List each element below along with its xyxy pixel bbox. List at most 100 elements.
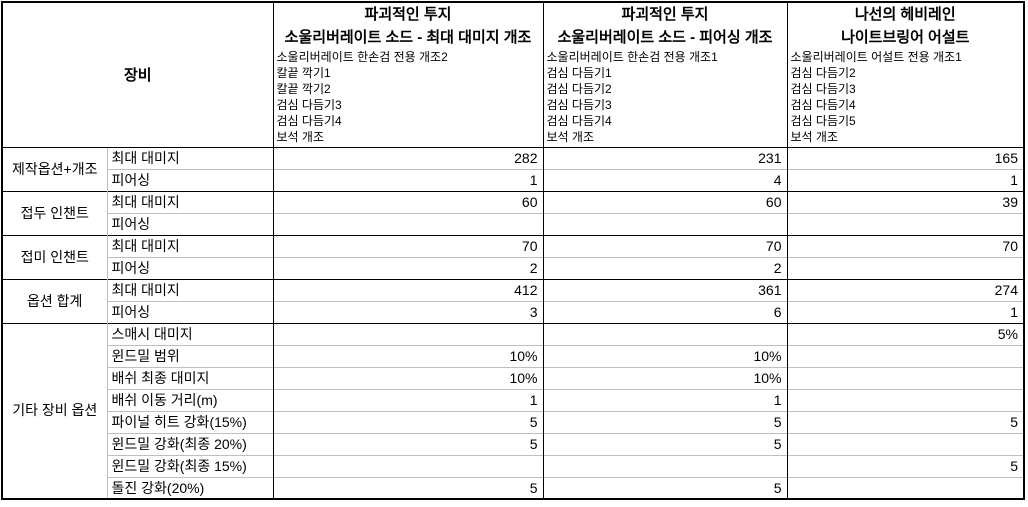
table-row: 제작옵션+개조 최대 대미지 282 231 165 — [2, 146, 1024, 191]
value-cell[interactable]: 2 — [272, 256, 543, 279]
column-1-mod-list: 소울리버레이트 한손검 전용 개조2 칼끝 깍기1 칼끝 깍기2 검심 다듬기3… — [274, 49, 543, 146]
row-label-cell[interactable]: 파이널 히트 강화(15%) — [106, 410, 273, 433]
row-label-cell[interactable]: 최대 대미지 — [106, 190, 273, 213]
row-label-cell[interactable]: 피어싱 — [106, 300, 273, 323]
value-cell[interactable]: 274 — [786, 278, 1024, 301]
value-cell[interactable]: 5 — [272, 476, 543, 499]
row-label-cell[interactable]: 최대 대미지 — [106, 278, 273, 301]
row-label-cell[interactable]: 피어싱 — [106, 256, 273, 279]
value-cell[interactable]: 4 — [542, 168, 787, 191]
value-cell[interactable]: 5 — [542, 432, 787, 455]
value-cell[interactable] — [786, 476, 1024, 499]
mod-entry: 소울리버레이트 한손검 전용 개조2 — [276, 50, 448, 64]
value-cell[interactable] — [542, 212, 787, 235]
row-label-cell[interactable]: 윈드밀 강화(최종 15%) — [106, 454, 273, 477]
table-row: 피어싱 3 6 1 — [2, 300, 1024, 323]
value-cell[interactable] — [542, 322, 787, 345]
column-header-3[interactable]: 나선의 헤비레인 나이트브링어 어설트 소울리버레이트 어설트 전용 개조1 검… — [786, 2, 1024, 147]
value-cell[interactable]: 5 — [272, 432, 543, 455]
row-label-cell[interactable]: 최대 대미지 — [106, 234, 273, 257]
value-cell[interactable]: 361 — [542, 278, 787, 301]
value-cell[interactable] — [272, 454, 543, 477]
group-label-cell[interactable]: 접미 인챈트 — [2, 234, 107, 279]
table-body: 제작옵션+개조 최대 대미지 282 231 165 피어싱 1 4 1 접두 인챈트 최대 대미지… — [2, 146, 1024, 499]
group-label-cell[interactable]: 제작옵션+개조 — [2, 146, 107, 191]
value-cell[interactable] — [272, 212, 543, 235]
table-row: 배쉬 이동 거리(m) 1 1 — [2, 388, 1024, 411]
value-cell[interactable]: 1 — [272, 168, 543, 191]
row-label-cell[interactable]: 피어싱 — [106, 168, 273, 191]
value-cell[interactable]: 6 — [542, 300, 787, 323]
table-row: 윈드밀 강화(최종 15%) 5 — [2, 454, 1024, 477]
value-cell[interactable]: 3 — [272, 300, 543, 323]
value-cell[interactable] — [786, 212, 1024, 235]
column-header-2[interactable]: 파괴적인 투지 소울리버레이트 소드 - 피어싱 개조 소울리버레이트 한손검 … — [542, 2, 787, 147]
value-cell[interactable]: 165 — [786, 146, 1024, 169]
value-cell[interactable] — [272, 322, 543, 345]
column-1-item-name: 소울리버레이트 소드 - 최대 대미지 개조 — [284, 29, 532, 46]
row-label-cell[interactable]: 최대 대미지 — [106, 146, 273, 169]
mod-entry: 검심 다듬기1 — [546, 66, 612, 81]
value-cell[interactable]: 1 — [786, 300, 1024, 323]
value-cell[interactable]: 10% — [542, 366, 787, 389]
value-cell[interactable]: 1 — [786, 168, 1024, 191]
row-label-cell[interactable]: 돌진 강화(20%) — [106, 476, 273, 499]
equipment-header-cell[interactable]: 장비 — [123, 67, 152, 85]
value-cell[interactable] — [786, 432, 1024, 455]
row-label-cell[interactable]: 윈드밀 범위 — [106, 344, 273, 367]
value-cell[interactable]: 70 — [786, 234, 1024, 257]
value-cell[interactable] — [786, 366, 1024, 389]
mod-entry: 검심 다듬기3 — [546, 98, 612, 113]
table-row: 돌진 강화(20%) 5 5 — [2, 476, 1024, 499]
value-cell[interactable] — [786, 388, 1024, 411]
value-cell[interactable]: 282 — [272, 146, 543, 169]
value-cell[interactable]: 39 — [786, 190, 1024, 213]
value-cell[interactable]: 5 — [786, 454, 1024, 477]
value-cell[interactable]: 1 — [542, 388, 787, 411]
column-3-item-name: 나이트브링어 어설트 — [841, 29, 970, 46]
group-label-cell[interactable]: 옵션 합계 — [2, 278, 107, 323]
value-cell[interactable]: 60 — [272, 190, 543, 213]
value-cell[interactable]: 1 — [272, 388, 543, 411]
table-row: 옵션 합계 최대 대미지 412 361 274 — [2, 278, 1024, 323]
value-cell[interactable]: 70 — [542, 234, 787, 257]
value-cell[interactable] — [786, 344, 1024, 367]
column-header-1[interactable]: 파괴적인 투지 소울리버레이트 소드 - 최대 대미지 개조 소울리버레이트 한… — [272, 2, 543, 147]
mod-entry: 검심 다듬기2 — [546, 82, 612, 97]
value-cell[interactable]: 60 — [542, 190, 787, 213]
mod-entry: 검심 다듬기4 — [276, 114, 342, 129]
table-row: 피어싱 — [2, 212, 1024, 235]
row-label-cell[interactable]: 배쉬 이동 거리(m) — [106, 388, 273, 411]
row-label-cell[interactable]: 스매시 대미지 — [106, 322, 273, 345]
value-cell[interactable]: 5% — [786, 322, 1024, 345]
table-row: 기타 장비 옵션 스매시 대미지 5% — [2, 322, 1024, 499]
table-row: 윈드밀 범위 10% 10% — [2, 344, 1024, 367]
mod-entry: 보석 개조 — [546, 130, 595, 145]
value-cell[interactable]: 5 — [542, 410, 787, 433]
value-cell[interactable]: 10% — [272, 344, 543, 367]
value-cell[interactable]: 5 — [542, 476, 787, 499]
row-label-cell[interactable]: 배쉬 최종 대미지 — [106, 366, 273, 389]
header-row: 장비 파괴적인 투지 소울리버레이트 소드 - 최대 대미지 개조 소울리버레이… — [2, 2, 1024, 147]
value-cell[interactable]: 70 — [272, 234, 543, 257]
value-cell[interactable]: 412 — [272, 278, 543, 301]
mod-entry: 소울리버레이트 어설트 전용 개조1 — [790, 50, 962, 64]
value-cell[interactable]: 10% — [272, 366, 543, 389]
value-cell[interactable]: 5 — [272, 410, 543, 433]
mod-entry: 검심 다듬기3 — [790, 82, 856, 97]
mod-entry: 칼끝 깍기2 — [276, 82, 331, 97]
value-cell[interactable]: 10% — [542, 344, 787, 367]
group-label-cell[interactable]: 접두 인챈트 — [2, 190, 107, 235]
value-cell[interactable]: 5 — [786, 410, 1024, 433]
value-cell[interactable]: 231 — [542, 146, 787, 169]
row-label-cell[interactable]: 윈드밀 강화(최종 20%) — [106, 432, 273, 455]
row-label-cell[interactable]: 피어싱 — [106, 212, 273, 235]
value-cell[interactable] — [542, 454, 787, 477]
mod-entry: 보석 개조 — [790, 130, 839, 145]
value-cell[interactable] — [786, 256, 1024, 279]
value-cell[interactable]: 2 — [542, 256, 787, 279]
column-2-mod-list: 소울리버레이트 한손검 전용 개조1 검심 다듬기1 검심 다듬기2 검심 다듬… — [544, 49, 787, 146]
mod-entry: 검심 다듬기2 — [790, 66, 856, 81]
group-label-cell[interactable]: 기타 장비 옵션 — [2, 322, 107, 499]
